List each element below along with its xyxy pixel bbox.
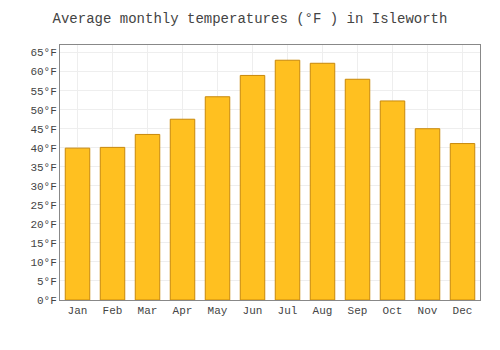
svg-text:15°F: 15°F bbox=[30, 238, 56, 250]
svg-text:Aug: Aug bbox=[313, 305, 333, 317]
svg-text:Oct: Oct bbox=[383, 305, 403, 317]
svg-text:Sep: Sep bbox=[348, 305, 368, 317]
svg-text:Jul: Jul bbox=[278, 305, 298, 317]
svg-text:20°F: 20°F bbox=[30, 219, 56, 231]
svg-text:65°F: 65°F bbox=[30, 47, 56, 59]
svg-text:May: May bbox=[208, 305, 228, 317]
svg-text:Jan: Jan bbox=[68, 305, 88, 317]
svg-text:Mar: Mar bbox=[138, 305, 158, 317]
svg-text:10°F: 10°F bbox=[30, 257, 56, 269]
svg-text:55°F: 55°F bbox=[30, 86, 56, 98]
svg-text:Apr: Apr bbox=[173, 305, 193, 317]
svg-text:5°F: 5°F bbox=[37, 276, 57, 288]
svg-text:35°F: 35°F bbox=[30, 162, 56, 174]
svg-text:Feb: Feb bbox=[103, 305, 123, 317]
svg-text:0°F: 0°F bbox=[37, 295, 57, 307]
svg-text:Dec: Dec bbox=[453, 305, 473, 317]
svg-text:50°F: 50°F bbox=[30, 105, 56, 117]
svg-text:60°F: 60°F bbox=[30, 66, 56, 78]
svg-text:40°F: 40°F bbox=[30, 143, 56, 155]
svg-text:Nov: Nov bbox=[418, 305, 438, 317]
svg-text:45°F: 45°F bbox=[30, 124, 56, 136]
svg-text:25°F: 25°F bbox=[30, 200, 56, 212]
svg-text:Jun: Jun bbox=[243, 305, 263, 317]
svg-text:Average monthly temperatures (: Average monthly temperatures (°F ) in Is… bbox=[53, 11, 448, 27]
svg-text:30°F: 30°F bbox=[30, 181, 56, 193]
